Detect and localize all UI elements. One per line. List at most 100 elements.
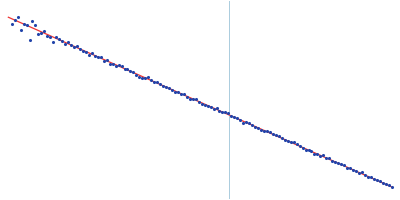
Point	[192, 97, 199, 100]
Point	[65, 41, 71, 44]
Point	[151, 81, 157, 84]
Point	[279, 137, 285, 140]
Point	[68, 43, 74, 46]
Point	[148, 79, 154, 82]
Point	[124, 68, 131, 71]
Point	[320, 154, 326, 157]
Point	[371, 177, 377, 181]
Point	[142, 76, 148, 79]
Point	[127, 70, 134, 73]
Point	[163, 85, 169, 88]
Point	[32, 24, 39, 27]
Point	[41, 29, 48, 32]
Point	[228, 115, 234, 118]
Point	[329, 159, 336, 163]
Point	[350, 168, 356, 171]
Point	[261, 129, 267, 132]
Point	[184, 95, 190, 98]
Point	[18, 28, 24, 31]
Point	[296, 145, 303, 148]
Point	[207, 105, 214, 109]
Point	[231, 115, 238, 119]
Point	[106, 62, 113, 65]
Point	[181, 92, 187, 96]
Point	[258, 128, 264, 131]
Point	[35, 33, 42, 36]
Point	[213, 107, 220, 110]
Point	[136, 75, 142, 78]
Point	[270, 132, 276, 135]
Point	[267, 130, 273, 133]
Point	[80, 50, 86, 53]
Point	[56, 38, 62, 41]
Point	[20, 22, 27, 26]
Point	[133, 73, 140, 76]
Point	[38, 31, 44, 34]
Point	[8, 22, 15, 25]
Point	[175, 90, 181, 93]
Point	[368, 176, 374, 179]
Point	[359, 171, 365, 174]
Point	[347, 167, 353, 170]
Point	[243, 120, 249, 124]
Point	[276, 135, 282, 138]
Point	[234, 116, 240, 120]
Point	[216, 109, 223, 113]
Point	[376, 179, 383, 183]
Point	[92, 54, 98, 57]
Point	[249, 123, 255, 126]
Point	[335, 161, 342, 165]
Point	[187, 98, 193, 101]
Point	[196, 100, 202, 103]
Point	[237, 118, 244, 122]
Point	[365, 175, 371, 179]
Point	[282, 138, 288, 141]
Point	[388, 185, 395, 188]
Point	[86, 53, 92, 56]
Point	[166, 87, 172, 90]
Point	[344, 167, 350, 170]
Point	[362, 174, 368, 177]
Point	[178, 92, 184, 95]
Point	[210, 107, 217, 111]
Point	[12, 18, 18, 21]
Point	[290, 140, 297, 143]
Point	[204, 105, 211, 108]
Point	[47, 35, 54, 38]
Point	[94, 56, 101, 59]
Point	[118, 64, 125, 67]
Point	[62, 42, 68, 45]
Point	[59, 39, 65, 42]
Point	[23, 24, 30, 27]
Point	[284, 140, 291, 143]
Point	[44, 34, 50, 37]
Point	[89, 52, 95, 55]
Point	[202, 104, 208, 107]
Point	[341, 164, 347, 167]
Point	[121, 67, 128, 71]
Point	[53, 35, 60, 39]
Point	[374, 179, 380, 182]
Point	[74, 44, 80, 48]
Point	[190, 97, 196, 101]
Point	[169, 88, 175, 92]
Point	[356, 171, 362, 175]
Point	[386, 183, 392, 186]
Point	[130, 71, 137, 74]
Point	[139, 76, 146, 80]
Point	[326, 156, 332, 159]
Point	[110, 62, 116, 66]
Point	[294, 143, 300, 146]
Point	[308, 149, 315, 153]
Point	[112, 64, 119, 67]
Point	[302, 148, 309, 151]
Point	[222, 111, 229, 114]
Point	[154, 80, 160, 83]
Point	[104, 59, 110, 62]
Point	[288, 141, 294, 144]
Point	[382, 182, 389, 186]
Point	[71, 45, 77, 48]
Point	[252, 126, 258, 129]
Point	[77, 47, 83, 51]
Point	[219, 110, 226, 114]
